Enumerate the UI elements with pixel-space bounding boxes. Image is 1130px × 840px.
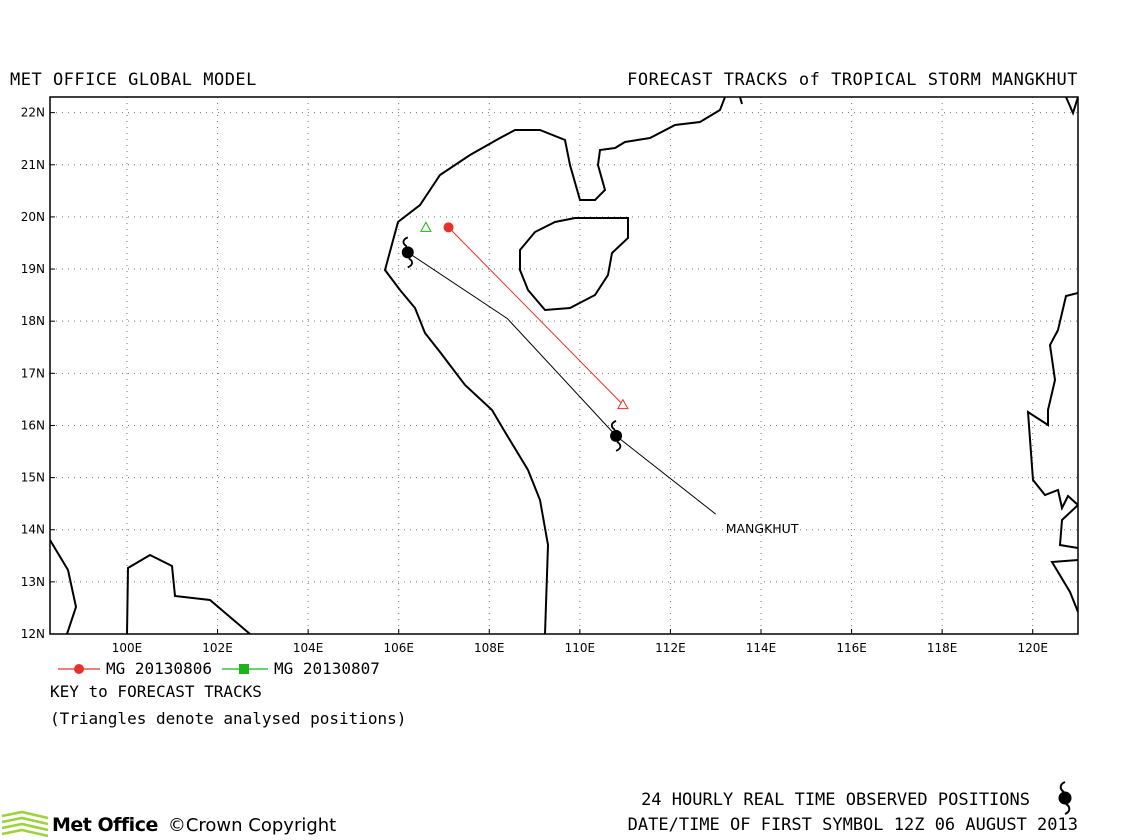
track-map: 100E 102E 104E 106E 108E 110E 112E 114E 116E 118E… xyxy=(21,96,1079,655)
legend-item-series1: MG 20130806 xyxy=(58,659,212,678)
lon-tick-label: 116E xyxy=(836,641,867,655)
lon-tick-label: 106E xyxy=(383,641,414,655)
graticule xyxy=(50,97,1078,635)
series1-symbol xyxy=(58,663,100,674)
logo-stripes-icon xyxy=(1,810,49,838)
storm-tracks xyxy=(401,221,717,515)
lon-tick-label: 118E xyxy=(927,641,958,655)
observed-track-line xyxy=(407,251,717,515)
luzon-coast xyxy=(1026,292,1078,511)
lon-tick-label: 114E xyxy=(746,641,777,655)
lon-tick-label: 102E xyxy=(202,641,233,655)
lat-tick-label: 15N xyxy=(21,471,45,485)
forecast-point xyxy=(443,222,454,233)
lon-tick-label: 100E xyxy=(112,641,143,655)
lat-tick-label: 22N xyxy=(21,106,45,120)
map-frame xyxy=(50,97,1078,634)
inland-coast xyxy=(126,553,251,634)
lat-tick-label: 21N xyxy=(21,158,45,172)
legend-label-series2: MG 20130807 xyxy=(273,659,380,678)
key-note: (Triangles denote analysed positions) xyxy=(50,709,407,728)
legend-label-series1: MG 20130806 xyxy=(106,659,212,678)
analysed-position-triangle xyxy=(617,398,629,410)
first-symbol-datetime: DATE/TIME OF FIRST SYMBOL 12Z 06 AUGUST … xyxy=(627,815,1078,835)
legend-item-series2: MG 20130807 xyxy=(221,659,380,678)
forecast-track-line xyxy=(448,226,624,405)
mainland-coast xyxy=(50,97,1078,634)
observed-position-cyclone-icon xyxy=(401,236,414,269)
lon-tick-label: 108E xyxy=(474,641,505,655)
mindoro-coast xyxy=(1058,504,1078,549)
met-office-logo: Met Office ©Crown Copyright xyxy=(0,810,336,840)
legend: MG 20130806 MG 20130807 xyxy=(58,659,390,678)
lat-tick-label: 14N xyxy=(21,523,45,537)
lon-tick-label: 112E xyxy=(655,641,686,655)
latitude-labels: 12N 13N 14N 15N 16N 17N 18N 19N 20N 21N 22N xyxy=(21,106,45,641)
model-title: MET OFFICE GLOBAL MODEL xyxy=(10,70,257,90)
lat-tick-label: 18N xyxy=(21,314,45,328)
logo-text: Met Office xyxy=(52,814,158,836)
observed-positions-note: 24 HOURLY REAL TIME OBSERVED POSITIONS xyxy=(641,790,1030,810)
lat-tick-label: 13N xyxy=(21,575,45,589)
coastline xyxy=(50,97,1078,634)
observed-position-cyclone-icon xyxy=(610,420,623,452)
key-title: KEY to FORECAST TRACKS xyxy=(50,682,262,701)
copyright: ©Crown Copyright xyxy=(167,814,337,836)
chart-title: FORECAST TRACKS of TROPICAL STORM MANGKH… xyxy=(627,70,1078,90)
longitude-labels: 100E 102E 104E 106E 108E 110E 112E 114E 116E 118E… xyxy=(112,641,1048,655)
lat-tick-label: 16N xyxy=(21,418,45,432)
map-border xyxy=(49,96,1079,635)
hainan-coast xyxy=(519,217,629,312)
lat-tick-label: 19N xyxy=(21,262,45,276)
analysed-position-triangle xyxy=(420,221,432,232)
storm-name-label: MANGKHUT xyxy=(726,521,799,536)
lon-tick-label: 110E xyxy=(565,641,596,655)
panay-coast xyxy=(1050,559,1078,613)
lat-tick-label: 12N xyxy=(21,627,45,641)
lon-tick-label: 120E xyxy=(1017,641,1048,655)
cyclone-symbol-icon xyxy=(1058,781,1072,815)
lat-tick-label: 17N xyxy=(21,366,45,380)
lat-tick-label: 20N xyxy=(21,210,45,224)
series2-symbol xyxy=(221,663,268,674)
lon-tick-label: 104E xyxy=(293,641,324,655)
